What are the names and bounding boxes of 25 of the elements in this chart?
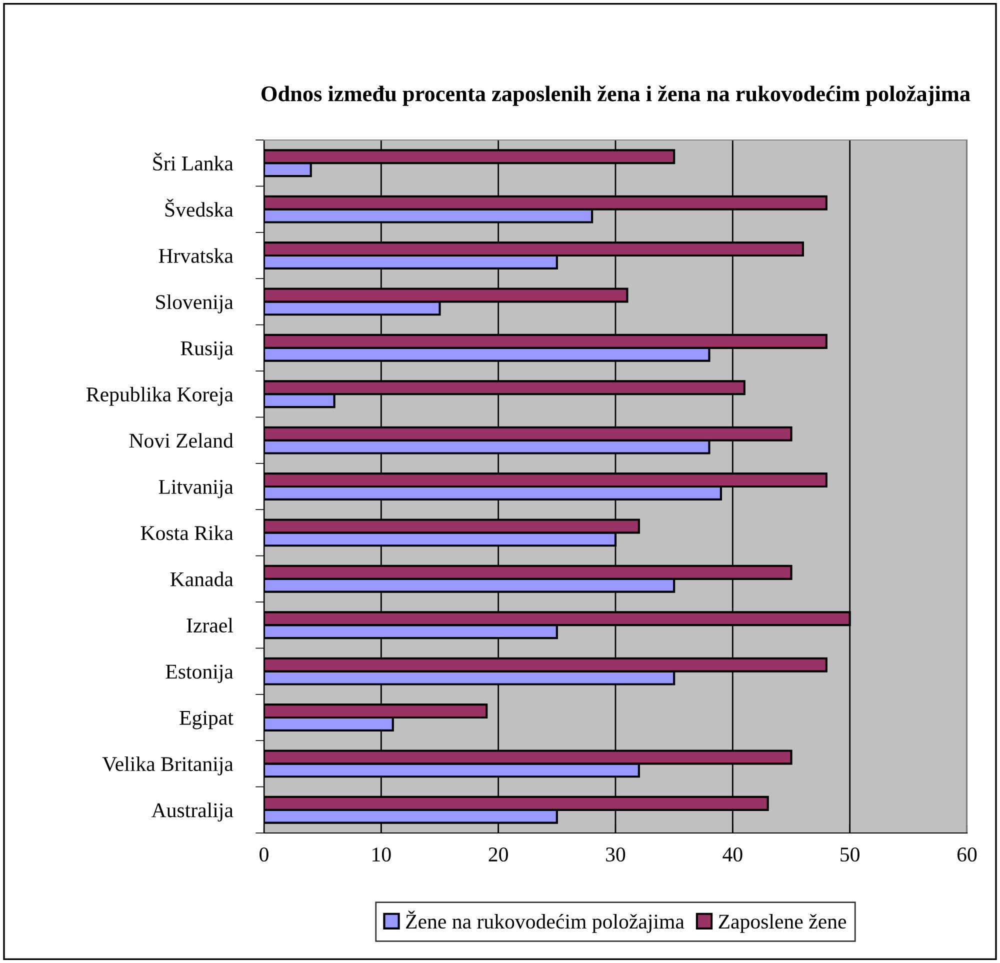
- y-tick-label: Slovenija: [156, 294, 234, 314]
- x-tick-label: 10: [372, 847, 391, 862]
- y-tick-label: Australija: [151, 802, 234, 822]
- y-tick-label: Kosta Rika: [140, 525, 234, 540]
- x-tick-label: 20: [488, 847, 508, 862]
- y-tick-label: Velika Britanija: [102, 756, 234, 776]
- y-tick-label: Novi Zeland: [129, 433, 234, 448]
- y-tick-label: Estonija: [166, 664, 234, 683]
- x-tick-label: 0: [260, 847, 268, 862]
- y-tick-label: Izrael: [186, 618, 234, 633]
- y-tick-label: Šri Lanka: [153, 152, 234, 171]
- x-tick-label: 50: [840, 847, 860, 862]
- y-tick-label: Rusija: [180, 341, 234, 360]
- y-tick-label: Egipat: [180, 710, 234, 730]
- chart-title: Odnos između procenta zaposlenih žena i žena na rukovodećim položajima: [262, 85, 970, 106]
- y-tick-label: Litvanija: [158, 480, 234, 498]
- legend-label: Žene na rukovodećim položajima: [406, 910, 684, 933]
- legend-label: Zaposlene žene: [718, 914, 846, 933]
- x-tick-label: 30: [606, 847, 626, 862]
- y-tick-label: Švedska: [165, 198, 234, 217]
- x-tick-label: 60: [957, 847, 977, 862]
- y-tick-label: Republika Koreja: [86, 386, 234, 406]
- y-tick-label: Hrvatska: [158, 248, 234, 263]
- y-tick-label: Kanada: [170, 572, 234, 586]
- x-tick-label: 40: [722, 847, 742, 862]
